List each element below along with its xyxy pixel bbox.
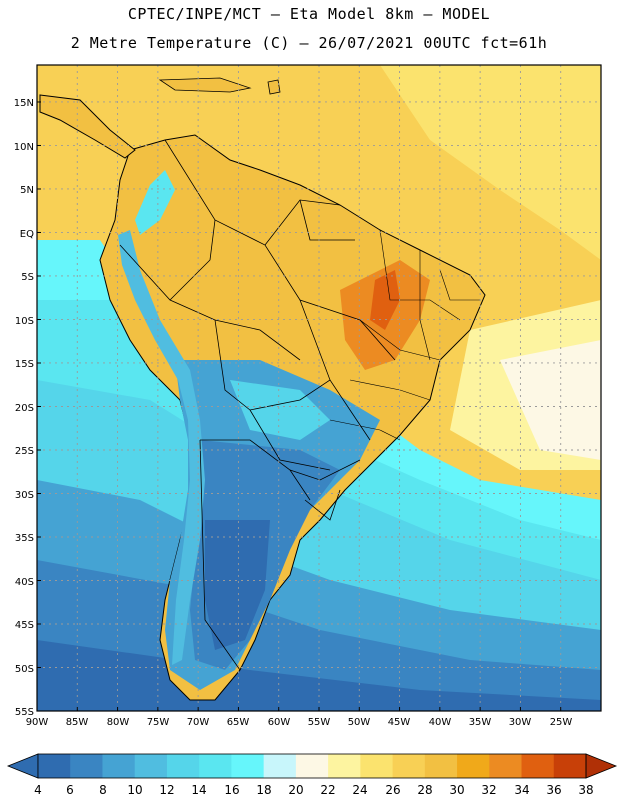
colorbar-swatch [38,754,71,778]
lat-label: 15S [15,359,34,370]
colorbar-label: 12 [159,783,174,797]
colorbar-label: 6 [66,783,74,797]
colorbar-swatch [392,754,426,778]
colorbar-label: 24 [352,783,367,797]
colorbar-label: 36 [546,783,561,797]
lon-label: 35W [469,717,492,728]
lon-label: 75W [147,717,170,728]
andes-cold-ribbon [118,230,205,665]
lat-label: 5S [21,272,34,283]
hottest-core [370,270,400,330]
colorbar-label: 38 [578,783,593,797]
colorbar-swatch [263,754,297,778]
colorbar-swatch [199,754,232,778]
colorbar-label: 34 [514,783,529,797]
colorbar [6,753,618,779]
lon-label: 55W [308,717,331,728]
lon-label: 80W [107,717,130,728]
lat-label: 30S [15,490,34,501]
country-borders [119,139,396,671]
title-line-2: 2 Metre Temperature (C) – 26/07/2021 00U… [70,34,548,52]
lon-label: 30W [509,717,532,728]
colorbar-labels: 4 6 8 10 12 14 16 18 20 22 24 26 28 30 3… [34,783,593,797]
longitude-axis: 90W 85W 80W 75W 70W 65W 60W 55W 50W 45W … [26,717,573,728]
lon-label: 90W [26,717,49,728]
colorbar-swatches [38,754,587,778]
chaco-cool [230,380,330,440]
graticule [37,65,601,711]
colorbar-swatch [295,754,329,778]
colorbar-label: 8 [99,783,107,797]
lat-label: 10N [14,142,34,153]
lon-label: 70W [187,717,210,728]
colorbar-swatch [328,754,361,778]
lon-label: 85W [66,717,89,728]
lat-label: 25S [15,446,34,457]
title-line-1: CPTEC/INPE/MCT – Eta Model 8km – MODEL [127,5,491,23]
lat-label: 55S [15,707,34,718]
colorbar-swatch [521,754,555,778]
lon-label: 60W [268,717,291,728]
lat-label: 15N [14,98,34,109]
lat-label: 35S [15,533,34,544]
lat-label: 10S [15,316,34,327]
central-america-land [39,94,136,159]
lat-label: EQ [20,229,34,240]
colombia-andes-cool [135,170,175,235]
colorbar-label: 22 [320,783,335,797]
colorbar-swatch [166,754,200,778]
colorbar-swatch [424,754,458,778]
colorbar-label: 26 [385,783,400,797]
colorbar-swatch [134,754,168,778]
lat-label: 5N [20,185,34,196]
colorbar-swatch [457,754,490,778]
colorbar-swatch [70,754,103,778]
colorbar-label: 20 [288,783,303,797]
colorbar-swatch [231,754,265,778]
lat-label: 20S [15,403,34,414]
lat-label: 45S [15,620,34,631]
lon-label: 25W [550,717,573,728]
deepest-ocean-band [37,640,601,711]
latitude-axis: 15N 10N 5N EQ 5S 10S 15S 20S 25S 30S 35S… [14,98,34,718]
map-field [37,65,601,711]
colorbar-high-arrow [585,753,618,779]
cream-zone-east [500,340,601,460]
axis-ticks [36,101,602,712]
colorbar-label: 16 [224,783,239,797]
colorbar-swatch [360,754,394,778]
colorbar-label: 18 [256,783,271,797]
caribbean-islands [158,77,252,93]
lesser-antilles [267,79,281,95]
colorbar-swatch [102,754,136,778]
colorbar-label: 14 [191,783,206,797]
colorbar-swatch [489,754,523,778]
lon-label: 45W [388,717,411,728]
patagonia-coldest [205,520,270,650]
lat-label: 40S [15,577,34,588]
lon-label: 50W [348,717,371,728]
lat-label: 50S [15,664,34,675]
warm-band-northeast [380,65,601,260]
colorbar-low-arrow [6,753,39,779]
lon-label: 65W [227,717,250,728]
colorbar-frame [37,753,587,779]
colorbar-label: 4 [34,783,42,797]
colorbar-swatch [553,754,587,778]
state-borders [329,229,480,441]
colorbar-label: 10 [127,783,142,797]
lon-label: 40W [429,717,452,728]
colorbar-label: 32 [481,783,496,797]
colorbar-label: 30 [449,783,464,797]
colorbar-label: 28 [417,783,432,797]
